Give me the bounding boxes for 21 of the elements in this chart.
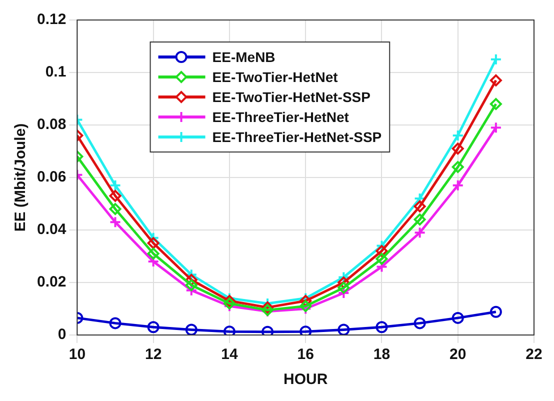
x-tick-label: 10	[68, 346, 86, 364]
x-tick-label: 20	[450, 346, 466, 364]
x-tick-label: 18	[373, 346, 390, 364]
y-tick-label: 0.12	[36, 11, 66, 28]
legend-label: EE-MeNB	[212, 48, 276, 65]
legend-label: EE-TwoTier-HetNet	[212, 68, 338, 85]
y-tick-label: 0.08	[36, 116, 66, 134]
y-tick-label: 0.04	[36, 221, 67, 238]
x-axis-title: HOUR	[284, 371, 328, 388]
x-tick-label: 14	[221, 346, 238, 364]
x-tick-label: 16	[297, 346, 314, 364]
x-tick-label: 22	[526, 346, 542, 364]
legend-label: EE-TwoTier-HetNet-SSP	[212, 88, 370, 105]
y-axis-title: EE (Mbit/Joule)	[12, 123, 30, 232]
y-tick-label: 0.06	[36, 168, 66, 186]
y-tick-label: 0	[58, 326, 66, 344]
y-tick-label: 0.02	[36, 274, 66, 291]
legend-label: EE-ThreeTier-HetNet	[212, 108, 350, 125]
legend-label: EE-ThreeTier-HetNet-SSP	[212, 128, 382, 145]
x-tick-label: 12	[144, 346, 162, 364]
y-tick-label: 0.1	[45, 64, 66, 81]
